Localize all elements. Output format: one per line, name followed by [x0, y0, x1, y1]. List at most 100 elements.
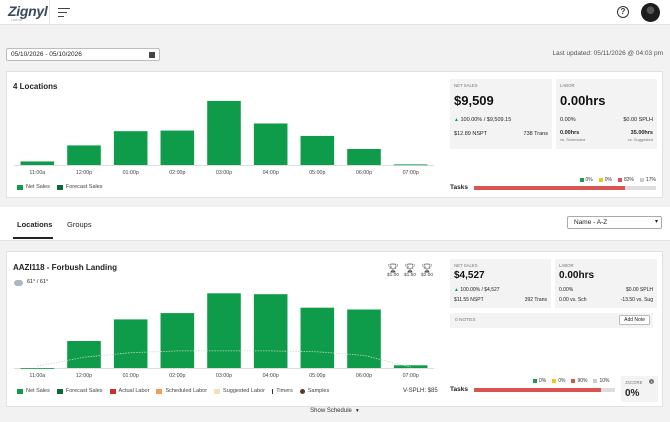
summary-x-tick: 11:00a	[29, 170, 45, 176]
location-x-tick: 12:00p	[76, 373, 92, 379]
summary-title: 4 Locations	[13, 82, 58, 91]
location-x-tick: 04:00p	[263, 373, 279, 379]
trophy-3[interactable]: 🏆︎ $2.00	[420, 263, 433, 278]
location-bar-04:00p[interactable]	[253, 294, 288, 368]
last-updated: Last updated: 05/11/2026 @ 04:03 pm	[552, 50, 663, 57]
location-title[interactable]: AAZI118 - Forbush Landing	[13, 263, 118, 272]
location-x-tick: 05:00p	[309, 373, 325, 379]
tab-locations[interactable]: Locations	[17, 220, 53, 229]
legend-suggested-labor[interactable]: Suggested Labor	[214, 388, 265, 394]
summary-legend: Net Sales Forecast Sales	[17, 184, 110, 190]
vsplh-value: V-SPLH: $85	[403, 388, 438, 394]
tab-groups[interactable]: Groups	[67, 220, 92, 229]
summary-bar-04:00p[interactable]	[253, 123, 288, 165]
trophy-1[interactable]: 🏆︎ $1.00	[386, 263, 399, 278]
summary-tasks-bar[interactable]	[474, 186, 656, 190]
location-bar-06:00p[interactable]	[347, 309, 381, 369]
jscore-value: 0%	[625, 388, 640, 399]
app-logo[interactable]: Zignyl	[8, 3, 48, 19]
location-bar-11:00a[interactable]	[20, 368, 55, 369]
net-sales-pct: ▲ 100.00% / $4,527	[454, 287, 500, 293]
notes-panel: 0 NOTES Add Note	[450, 313, 653, 328]
location-forecast-line	[37, 350, 411, 368]
summary-bar-07:00p[interactable]	[393, 164, 428, 166]
show-schedule-toggle[interactable]: Show Schedule ▼	[310, 408, 360, 414]
summary-x-tick: 05:00p	[309, 170, 325, 176]
jscore-label: JSCORE	[625, 380, 643, 385]
info-icon[interactable]: i	[649, 379, 654, 384]
logo-divider	[49, 0, 50, 25]
location-x-tick: 11:00a	[29, 373, 45, 379]
summary-bar-03:00p[interactable]	[207, 100, 241, 165]
location-x-tick: 01:00p	[123, 373, 139, 379]
legend-timers[interactable]: Timers	[271, 388, 293, 394]
cloud-icon	[14, 280, 23, 286]
location-bar-02:00p[interactable]	[160, 313, 195, 368]
net-sales-pct: ▲ 100.00% / $9,509.15	[454, 117, 512, 123]
question-icon[interactable]: ?	[617, 6, 629, 18]
summary-sales-chart: 11:00a 12:00p 01:00p 02:00p 03:00p 04:00p 05:0…	[14, 100, 434, 176]
date-range-picker[interactable]: 05/10/2026 - 05/10/2026	[6, 48, 160, 61]
active-tab-indicator	[13, 237, 53, 239]
location-net-sales-panel: NET SALES $4,527 ▲ 100.00% / $4,527 $11.…	[450, 259, 551, 308]
labor-pct: 0.00%	[559, 287, 574, 293]
location-legend: Net Sales Forecast Sales Actual Labor Sc…	[17, 388, 336, 394]
trophy-2[interactable]: 🏆︎ $1.50	[403, 263, 416, 278]
hamburger-icon[interactable]	[58, 8, 70, 17]
summary-bar-01:00p[interactable]	[113, 131, 148, 165]
legend-forecast-sales[interactable]: Forecast Sales	[56, 184, 103, 190]
location-labor-panel: LABOR 0.00hrs 0.00% $0.00 SPLH 0.00 vs. …	[555, 259, 657, 308]
summary-x-tick: 02:00p	[169, 170, 185, 176]
trophy-icon: 🏆︎	[421, 263, 433, 273]
up-arrow-icon: ▲	[454, 287, 459, 293]
summary-bar-06:00p[interactable]	[347, 148, 381, 165]
net-sales-value: $9,509	[454, 93, 494, 108]
net-sales-trans: 392 Trans	[524, 297, 547, 303]
location-tasks-label: Tasks	[450, 386, 468, 393]
legend-actual-labor[interactable]: Actual Labor	[109, 388, 149, 394]
summary-bar-05:00p[interactable]	[300, 135, 335, 165]
legend-net-sales[interactable]: Net Sales	[17, 388, 50, 394]
net-sales-label: NET SALES	[454, 83, 478, 88]
labor-pct: 0.00%	[560, 117, 576, 123]
summary-bar-11:00a[interactable]	[20, 161, 55, 165]
labor-label: LABOR	[559, 263, 574, 268]
avatar[interactable]	[641, 3, 660, 22]
location-x-tick: 03:00p	[216, 373, 232, 379]
sort-select[interactable]: Name - A-Z ▾	[567, 216, 662, 229]
location-tasks-legend: 0% 0% 90% 10%	[527, 378, 610, 384]
labor-vs-sch: 0.00 vs. Sch	[559, 297, 587, 303]
location-tasks-bar[interactable]	[474, 388, 615, 392]
weather-temp: 61° / 61°	[27, 279, 49, 285]
legend-samples[interactable]: Samples	[299, 388, 329, 394]
summary-bar-12:00p[interactable]	[67, 145, 101, 165]
location-bar-07:00p[interactable]	[393, 365, 428, 368]
calendar-icon[interactable]	[149, 51, 155, 58]
trophy-icon: 🏆︎	[387, 263, 399, 273]
labor-vs-sug: -13.50 vs. Sug	[620, 297, 653, 303]
summary-x-tick: 04:00p	[263, 170, 279, 176]
labor-splh: $0.00 SPLH	[623, 117, 653, 123]
add-note-button[interactable]: Add Note	[619, 315, 650, 325]
location-x-tick: 07:00p	[403, 373, 419, 379]
location-bar-12:00p[interactable]	[67, 341, 101, 368]
legend-forecast-sales[interactable]: Forecast Sales	[56, 388, 103, 394]
location-bar-03:00p[interactable]	[207, 293, 241, 368]
summary-bar-02:00p[interactable]	[160, 130, 195, 165]
location-bar-05:00p[interactable]	[300, 307, 335, 368]
tabs-bar: Locations Groups Name - A-Z ▾	[0, 207, 670, 241]
app-logo-subtitle: LABOR	[11, 18, 23, 22]
summary-x-tick: 01:00p	[123, 170, 139, 176]
net-sales-trans: 738 Trans	[523, 131, 548, 137]
notes-count: 0 NOTES	[455, 318, 476, 323]
summary-x-tick: 07:00p	[403, 170, 419, 176]
net-sales-value: $4,527	[454, 270, 485, 281]
legend-net-sales[interactable]: Net Sales	[17, 184, 50, 190]
labor-vs-suggested-value: 35.00hrs	[630, 130, 653, 136]
forecast-sales-swatch	[56, 184, 63, 190]
jscore-panel: JSCORE i 0%	[621, 376, 658, 402]
location-x-tick: 02:00p	[169, 373, 185, 379]
location-bar-01:00p[interactable]	[113, 319, 148, 368]
legend-scheduled-labor[interactable]: Scheduled Labor	[156, 388, 207, 394]
net-sales-label: NET SALES	[454, 263, 478, 268]
